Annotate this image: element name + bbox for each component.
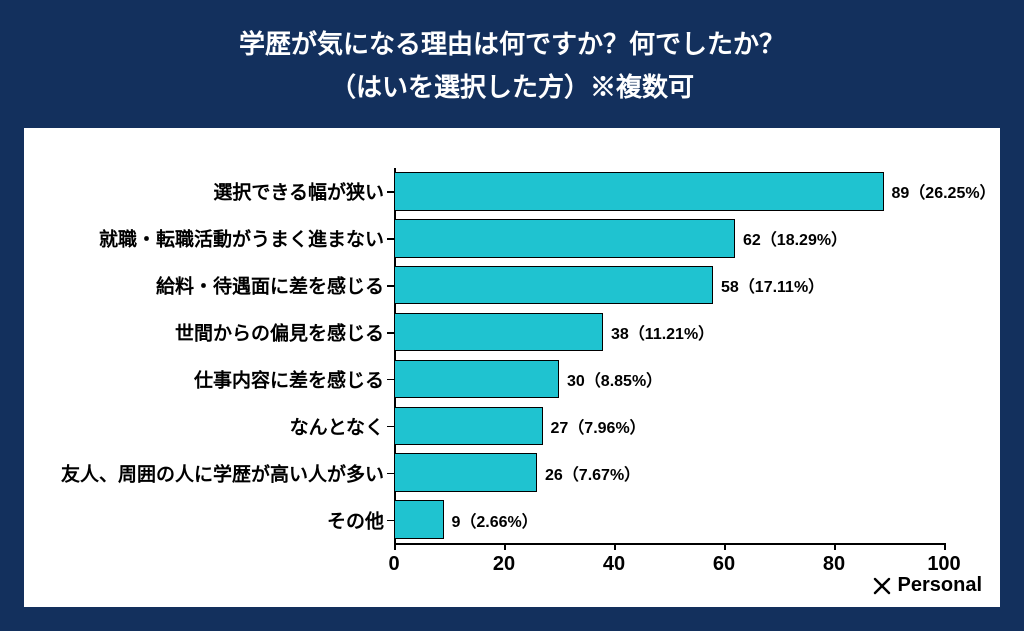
y-tick — [387, 473, 394, 475]
value-label: 89（26.25%） — [884, 179, 996, 203]
y-tick — [387, 285, 394, 287]
x-tick — [944, 543, 946, 550]
brand-cross-icon — [872, 576, 892, 596]
bar-row: 仕事内容に差を感じる30（8.85%） — [394, 360, 944, 398]
chart-panel: 020406080100選択できる幅が狭い89（26.25%）就職・転職活動がう… — [24, 128, 1000, 607]
value-label: 30（8.85%） — [559, 367, 662, 391]
category-label: 選択できる幅が狭い — [213, 178, 394, 205]
value-label: 27（7.96%） — [543, 414, 646, 438]
x-tick-label: 100 — [927, 553, 960, 576]
x-tick-label: 40 — [603, 553, 625, 576]
x-tick — [614, 543, 616, 550]
x-tick-label: 0 — [388, 553, 399, 576]
y-tick — [387, 332, 394, 334]
category-label: 世間からの偏見を感じる — [175, 319, 394, 346]
bar-row: 選択できる幅が狭い89（26.25%） — [394, 172, 944, 210]
y-tick — [387, 238, 394, 240]
category-label: 就職・転職活動がうまく進まない — [99, 225, 394, 252]
x-tick-label: 20 — [493, 553, 515, 576]
bar-row: 世間からの偏見を感じる38（11.21%） — [394, 313, 944, 351]
y-tick — [387, 520, 394, 522]
bar — [394, 453, 537, 491]
x-axis — [394, 543, 944, 545]
title-line-1: 学歴が気になる理由は何ですか？何でしたか？ — [0, 24, 1024, 61]
value-label: 9（2.66%） — [444, 508, 538, 532]
value-label: 26（7.67%） — [537, 461, 640, 485]
y-tick — [387, 379, 394, 381]
bar — [394, 360, 559, 398]
category-label: 友人、周囲の人に学歴が高い人が多い — [61, 459, 394, 486]
x-tick — [724, 543, 726, 550]
title-line-2: （はいを選択した方）※複数可 — [0, 67, 1024, 104]
y-tick — [387, 191, 394, 193]
bar — [394, 313, 603, 351]
bar-row: 就職・転職活動がうまく進まない62（18.29%） — [394, 219, 944, 257]
bar-row: なんとなく27（7.96%） — [394, 407, 944, 445]
bar — [394, 219, 735, 257]
category-label: 仕事内容に差を感じる — [194, 365, 394, 392]
x-tick — [834, 543, 836, 550]
category-label: なんとなく — [290, 412, 394, 439]
category-label: その他 — [327, 506, 394, 533]
bar-row: 給料・待遇面に差を感じる58（17.11%） — [394, 266, 944, 304]
bar — [394, 172, 884, 210]
x-tick — [504, 543, 506, 550]
x-tick-label: 80 — [823, 553, 845, 576]
x-tick — [394, 543, 396, 550]
value-label: 62（18.29%） — [735, 226, 847, 250]
bar — [394, 266, 713, 304]
category-label: 給料・待遇面に差を感じる — [156, 272, 394, 299]
x-tick-label: 60 — [713, 553, 735, 576]
bar-row: 友人、周囲の人に学歴が高い人が多い26（7.67%） — [394, 453, 944, 491]
bar — [394, 407, 543, 445]
title-band: 学歴が気になる理由は何ですか？何でしたか？ （はいを選択した方）※複数可 — [0, 0, 1024, 128]
value-label: 38（11.21%） — [603, 320, 714, 344]
brand-text: Personal — [898, 574, 982, 597]
y-tick — [387, 426, 394, 428]
value-label: 58（17.11%） — [713, 273, 824, 297]
brand: Personal — [872, 574, 982, 597]
bar-row: その他9（2.66%） — [394, 500, 944, 538]
plot-area: 020406080100選択できる幅が狭い89（26.25%）就職・転職活動がう… — [394, 168, 944, 543]
frame: 学歴が気になる理由は何ですか？何でしたか？ （はいを選択した方）※複数可 020… — [0, 0, 1024, 631]
bar — [394, 500, 444, 538]
